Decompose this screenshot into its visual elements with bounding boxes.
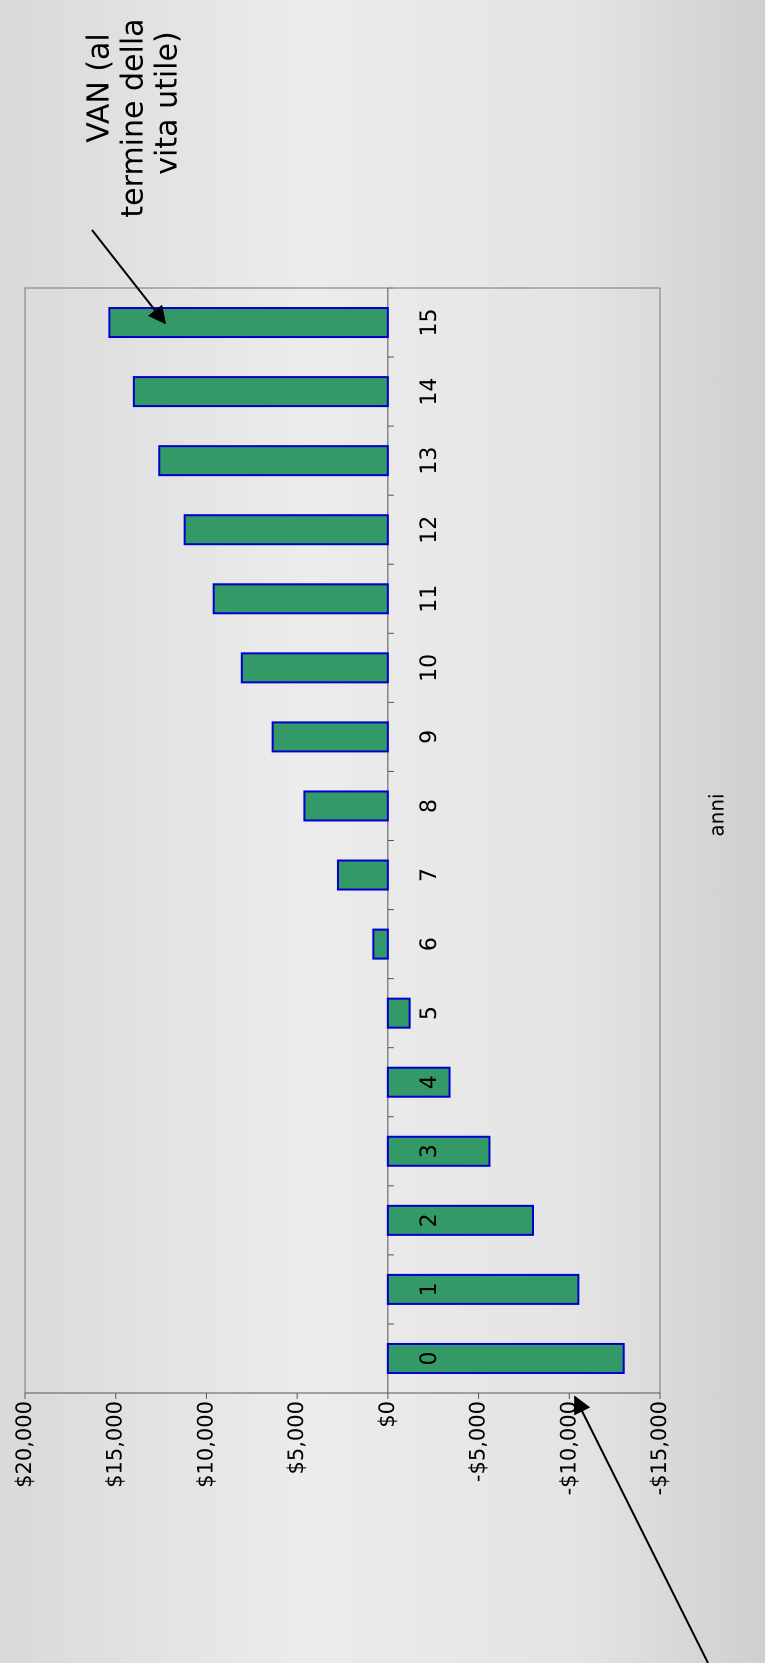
x-tick-label: 4 bbox=[417, 1075, 442, 1089]
bar bbox=[388, 1206, 533, 1235]
annotation: vita utile) bbox=[150, 31, 185, 174]
page: {"chart_data": {"type": "bar", "orientat… bbox=[0, 0, 765, 1663]
y-tick-label: $10,000 bbox=[193, 1401, 217, 1488]
bar bbox=[388, 999, 410, 1028]
x-tick-label: 0 bbox=[417, 1351, 442, 1365]
x-tick-label: 3 bbox=[417, 1144, 442, 1158]
bar bbox=[373, 930, 388, 959]
annotation: VAN (al bbox=[82, 33, 117, 143]
x-tick-label: 11 bbox=[417, 585, 442, 613]
x-tick-label: 12 bbox=[417, 516, 442, 544]
chart: -$15,000 -$10,000 -$5,000 $0 $5,000 $10,000 $1… bbox=[0, 0, 765, 1663]
bar bbox=[338, 861, 388, 890]
x-tick-label: 1 bbox=[417, 1282, 442, 1296]
annotation: termine della bbox=[116, 18, 151, 217]
x-axis-title: anni bbox=[705, 793, 729, 836]
bar bbox=[214, 584, 388, 613]
x-tick-label: 6 bbox=[417, 937, 442, 951]
bar bbox=[159, 446, 388, 475]
bar bbox=[109, 308, 387, 337]
x-tick-label: 7 bbox=[417, 868, 442, 882]
x-tick-label: 10 bbox=[417, 654, 442, 682]
bar bbox=[242, 653, 388, 682]
bar bbox=[134, 377, 388, 406]
bar bbox=[273, 722, 388, 751]
x-tick-label: 15 bbox=[417, 309, 442, 337]
x-tick-label: 5 bbox=[417, 1006, 442, 1020]
y-tick-label: $20,000 bbox=[12, 1401, 36, 1488]
x-tick-label: 8 bbox=[417, 799, 442, 813]
y-tick-label: $0 bbox=[375, 1401, 399, 1428]
x-tick-label: 13 bbox=[417, 447, 442, 475]
y-tick-label: -$10,000 bbox=[556, 1401, 580, 1495]
y-tick-label: -$15,000 bbox=[647, 1401, 671, 1495]
x-tick-label: 2 bbox=[417, 1213, 442, 1227]
y-tick-label: -$5,000 bbox=[466, 1401, 490, 1482]
bar bbox=[304, 791, 387, 820]
x-tick-label: 14 bbox=[417, 378, 442, 406]
x-tick-label: 9 bbox=[417, 730, 442, 744]
y-tick-label: $15,000 bbox=[103, 1401, 127, 1488]
annotation-arrow bbox=[575, 1397, 708, 1663]
rotated-chart: -$15,000 -$10,000 -$5,000 $0 $5,000 $10,000 $1… bbox=[12, 18, 729, 1663]
bar bbox=[185, 515, 388, 544]
y-tick-label: $5,000 bbox=[284, 1401, 308, 1474]
